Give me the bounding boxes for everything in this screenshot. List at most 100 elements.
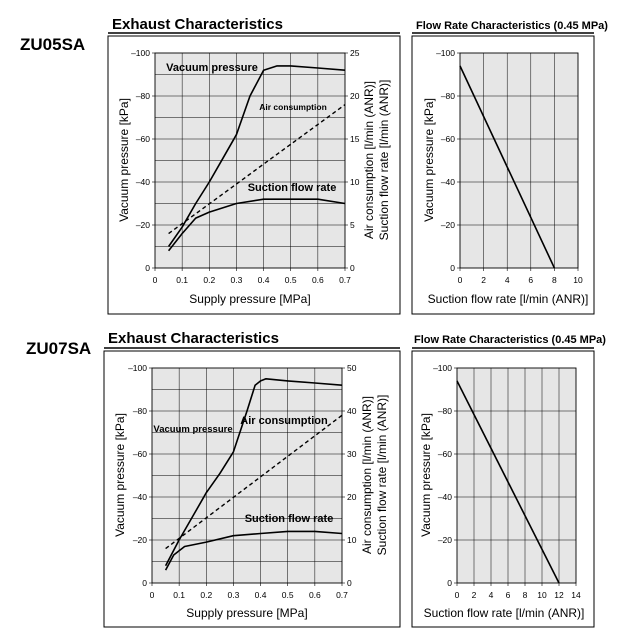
x-tick-label: 2	[481, 275, 486, 285]
x-tick-label: 4	[489, 590, 494, 600]
plot-border	[151, 367, 343, 584]
x-tick-label: 0.2	[200, 590, 212, 600]
y2-axis-label: Air consumption [l/min (ANR)]	[360, 396, 374, 554]
x-tick-label: 0.7	[336, 590, 348, 600]
exhaust-chart-zu05sa: 0 0.1 0.2 0.3 0.4 0.5 0.6 0.7 0 –20 –40 –60 –80 –100 0…	[117, 48, 391, 306]
x-tick-label: 0.6	[312, 275, 324, 285]
y-tick-label: –80	[438, 406, 452, 416]
flow-chart-zu07sa: 0 2 4 6 8 10 12 14 0 –20 –40 –60 –80 –100 Suction flow…	[419, 363, 584, 620]
y2-tick-label: 20	[347, 492, 357, 502]
exhaust-panel-frame	[107, 35, 401, 315]
y2-axis-label: Suction flow rate [l/min (ANR)]	[375, 395, 389, 556]
x-tick-label: 14	[571, 590, 581, 600]
x-tick-label: 0	[153, 275, 158, 285]
y-tick-label: –20	[441, 220, 455, 230]
y-tick-label: –60	[136, 134, 150, 144]
y2-axis-label: Air consumption [l/min (ANR)]	[362, 81, 376, 239]
series-annotation: Vacuum pressure	[166, 62, 258, 74]
y-tick-label: –20	[136, 220, 150, 230]
plot-border	[456, 367, 577, 584]
x-axis-label: Suction flow rate [l/min (ANR)]	[424, 606, 585, 620]
x-tick-label: 4	[505, 275, 510, 285]
y2-tick-label: 0	[347, 578, 352, 588]
vacuum-pressure-line	[167, 65, 346, 247]
y-tick-label: 0	[142, 578, 147, 588]
series-annotation: Air consumption	[259, 102, 327, 112]
y-tick-label: 0	[447, 578, 452, 588]
suction-flow-rate-line	[167, 198, 346, 252]
y-tick-label: –100	[131, 48, 150, 58]
y-tick-label: –60	[441, 134, 455, 144]
y2-tick-label: 5	[350, 220, 355, 230]
y-axis-label: Vacuum pressure [kPa]	[422, 98, 436, 222]
y2-tick-label: 25	[350, 48, 360, 58]
y2-tick-label: 10	[347, 535, 357, 545]
series-annotation: Suction flow rate	[248, 182, 337, 194]
y2-tick-label: 40	[347, 406, 357, 416]
y-tick-label: –40	[136, 177, 150, 187]
x-tick-label: 0	[150, 590, 155, 600]
y-tick-label: –20	[438, 535, 452, 545]
y-tick-label: –40	[441, 177, 455, 187]
x-tick-label: 6	[506, 590, 511, 600]
y-tick-label: 0	[450, 263, 455, 273]
flow-chart-zu05sa: 0 2 4 6 8 10 0 –20 –40 –60 –80 –100 Suction flow rat…	[422, 48, 588, 306]
y-tick-label: –80	[136, 91, 150, 101]
y-tick-label: –100	[433, 363, 452, 373]
x-tick-label: 10	[573, 275, 583, 285]
y-tick-label: –60	[133, 449, 147, 459]
y-tick-label: –40	[438, 492, 452, 502]
x-tick-label: 0.2	[203, 275, 215, 285]
exhaust-chart-zu07sa: 0 0.1 0.2 0.3 0.4 0.5 0.6 0.7 0 –20 –40 –60 –80 –100 0…	[113, 363, 389, 620]
y-tick-label: –100	[436, 48, 455, 58]
flow-panel-frame	[411, 350, 595, 628]
y2-tick-label: 0	[350, 263, 355, 273]
y-tick-label: –80	[133, 406, 147, 416]
y-tick-label: –100	[128, 363, 147, 373]
flow-panel-frame	[411, 35, 595, 315]
exhaust-panel-frame	[103, 350, 401, 628]
x-tick-label: 0.5	[285, 275, 297, 285]
series-annotation: Suction flow rate	[245, 513, 334, 525]
series-annotation: Air consumption	[240, 415, 328, 427]
x-tick-label: 0.4	[258, 275, 270, 285]
y-tick-label: –80	[441, 91, 455, 101]
x-tick-label: 0.6	[309, 590, 321, 600]
y-tick-label: –20	[133, 535, 147, 545]
x-tick-label: 0	[458, 275, 463, 285]
plot-border	[154, 52, 346, 269]
x-axis-label: Suction flow rate [l/min (ANR)]	[428, 292, 589, 306]
x-tick-label: 6	[528, 275, 533, 285]
x-tick-label: 0.1	[173, 590, 185, 600]
series-annotation: Vacuum pressure	[153, 424, 232, 435]
vacuum-pressure-line	[164, 377, 343, 567]
plot-background	[457, 368, 576, 583]
x-tick-label: 0.4	[255, 590, 267, 600]
section-zu07sa: ZU07SA Exhaust Characteristics Flow Rate…	[26, 330, 606, 628]
plot-background	[460, 53, 578, 268]
x-axis-label: Supply pressure [MPa]	[186, 606, 307, 620]
x-tick-label: 12	[554, 590, 564, 600]
y2-tick-label: 20	[350, 91, 360, 101]
plot-border	[459, 52, 579, 269]
x-tick-label: 0.3	[228, 590, 240, 600]
y2-tick-label: 50	[347, 363, 357, 373]
x-tick-label: 0.1	[176, 275, 188, 285]
exhaust-title: Exhaust Characteristics	[108, 330, 279, 347]
exhaust-title: Exhaust Characteristics	[112, 16, 283, 33]
series-line	[459, 65, 556, 269]
suction-flow-rate-line	[164, 530, 343, 571]
y2-tick-label: 10	[350, 177, 360, 187]
x-tick-label: 0.3	[231, 275, 243, 285]
x-tick-label: 0.5	[282, 590, 294, 600]
air-consumption-line	[168, 104, 346, 235]
series-line	[456, 380, 560, 584]
x-tick-label: 0.7	[339, 275, 351, 285]
x-tick-label: 2	[472, 590, 477, 600]
y2-tick-label: 30	[347, 449, 357, 459]
flow-title: Flow Rate Characteristics (0.45 MPa)	[416, 20, 608, 32]
y2-tick-label: 15	[350, 134, 360, 144]
x-tick-label: 8	[552, 275, 557, 285]
x-tick-label: 10	[537, 590, 547, 600]
